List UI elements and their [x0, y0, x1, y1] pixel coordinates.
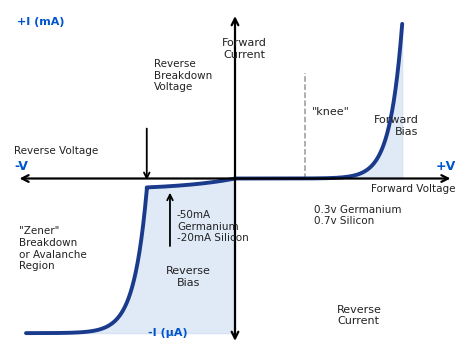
Text: +I (mA): +I (mA)	[17, 17, 64, 27]
Text: 0.3v Germanium
0.7v Silicon: 0.3v Germanium 0.7v Silicon	[314, 205, 401, 226]
Text: -V: -V	[15, 160, 28, 173]
Text: -I (μA): -I (μA)	[148, 328, 188, 338]
Text: -50mA
Germanium
-20mA Silicon: -50mA Germanium -20mA Silicon	[177, 210, 249, 243]
Text: Reverse Voltage: Reverse Voltage	[15, 146, 99, 156]
Text: Forward Voltage: Forward Voltage	[371, 184, 455, 194]
Text: Forward
Bias: Forward Bias	[374, 115, 418, 137]
Text: "Zener"
Breakdown
or Avalanche
Region: "Zener" Breakdown or Avalanche Region	[19, 226, 87, 271]
Text: Reverse
Current: Reverse Current	[337, 305, 382, 326]
Text: "knee": "knee"	[312, 107, 350, 117]
Text: +V: +V	[435, 160, 455, 173]
Text: Reverse
Breakdown
Voltage: Reverse Breakdown Voltage	[154, 59, 212, 92]
Text: Reverse
Bias: Reverse Bias	[166, 266, 211, 288]
Text: Forward
Current: Forward Current	[222, 38, 267, 60]
